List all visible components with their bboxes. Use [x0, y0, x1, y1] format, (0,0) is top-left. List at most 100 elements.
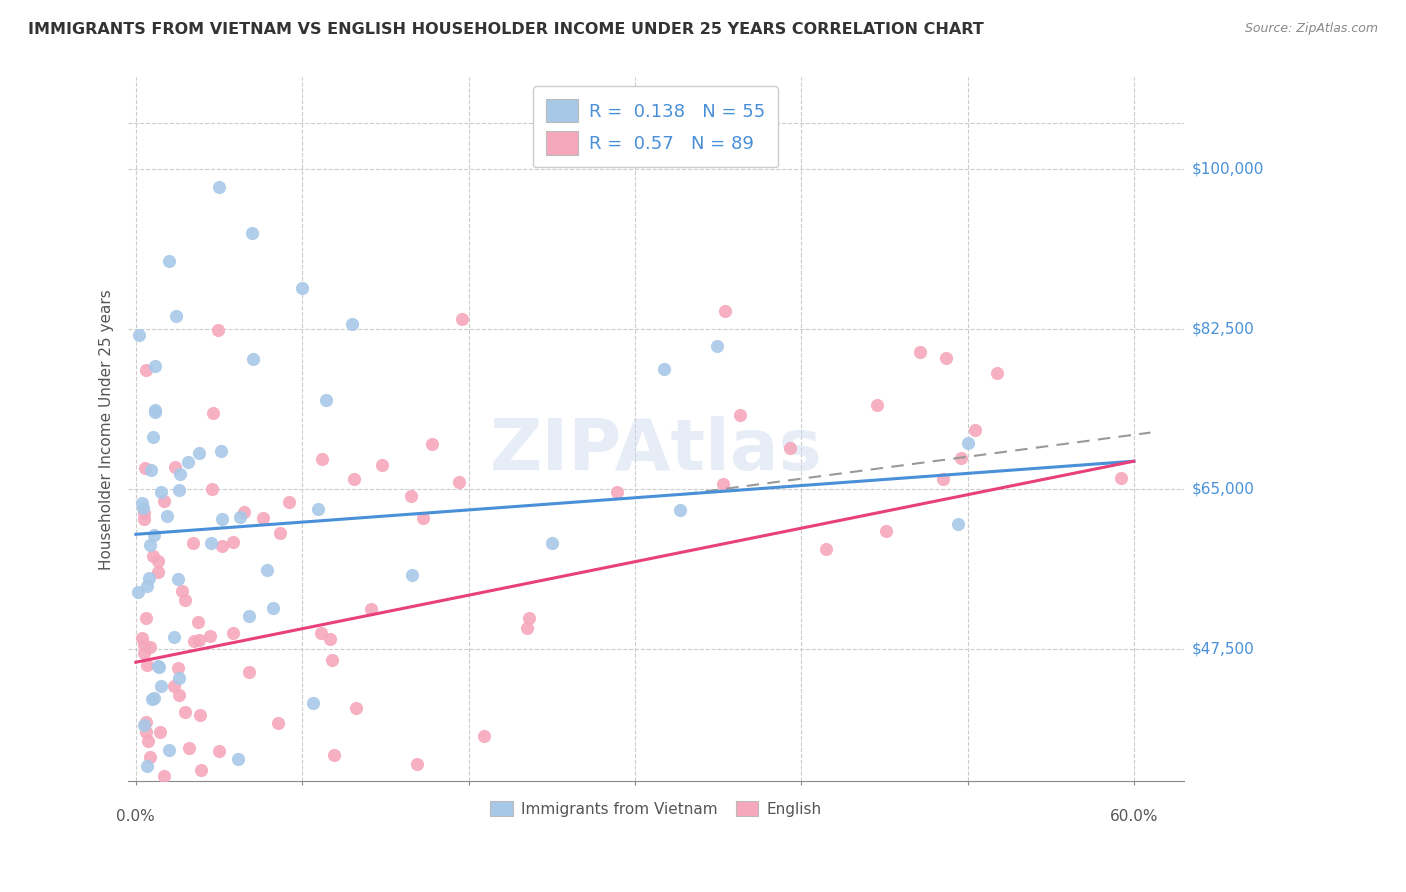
Point: [134, 638, 156, 652]
Point: [211, 512, 233, 526]
Point: [132, 507, 155, 521]
Point: [208, 744, 231, 758]
Point: [143, 404, 166, 418]
Point: [222, 626, 245, 640]
Point: [963, 423, 986, 437]
Point: [183, 634, 205, 648]
Text: $100,000: $100,000: [1192, 161, 1264, 177]
Point: [139, 750, 162, 764]
Text: ZIPAtlas: ZIPAtlas: [489, 416, 823, 485]
Point: [128, 328, 150, 343]
Point: [138, 571, 160, 585]
Point: [135, 611, 157, 625]
Point: [139, 463, 162, 477]
Point: [135, 714, 157, 729]
Point: [652, 362, 675, 376]
Point: [269, 526, 291, 541]
Point: [240, 226, 263, 240]
Point: [177, 740, 200, 755]
Point: [517, 611, 540, 625]
Point: [188, 632, 211, 647]
Point: [238, 665, 260, 679]
Point: [136, 658, 159, 673]
Point: [163, 459, 186, 474]
Point: [447, 475, 470, 490]
Y-axis label: Householder Income Under 25 years: Householder Income Under 25 years: [100, 289, 114, 570]
Point: [474, 729, 496, 743]
Text: 0.0%: 0.0%: [117, 809, 155, 824]
Point: [935, 351, 957, 365]
Point: [814, 541, 837, 556]
Point: [711, 476, 734, 491]
Point: [177, 454, 200, 468]
Text: $82,500: $82,500: [1192, 321, 1254, 336]
Point: [136, 579, 159, 593]
Point: [167, 688, 190, 702]
Point: [187, 615, 209, 629]
Point: [135, 363, 157, 377]
Point: [323, 747, 346, 762]
Point: [551, 839, 574, 854]
Point: [131, 500, 153, 515]
Point: [141, 691, 163, 706]
Legend: Immigrants from Vietnam, English: Immigrants from Vietnam, English: [484, 795, 827, 822]
Point: [516, 621, 538, 635]
Point: [165, 310, 187, 324]
Point: [343, 472, 366, 486]
Point: [139, 640, 162, 654]
Point: [134, 718, 156, 732]
Text: Source: ZipAtlas.com: Source: ZipAtlas.com: [1244, 22, 1378, 36]
Point: [344, 701, 367, 715]
Point: [142, 430, 165, 444]
Point: [208, 180, 231, 194]
Point: [340, 317, 363, 331]
Point: [153, 494, 176, 508]
Point: [150, 679, 173, 693]
Point: [986, 367, 1008, 381]
Point: [202, 406, 225, 420]
Point: [187, 446, 209, 460]
Point: [142, 549, 165, 564]
Point: [606, 484, 628, 499]
Point: [143, 690, 166, 705]
Point: [146, 566, 169, 580]
Point: [146, 659, 169, 673]
Point: [201, 483, 224, 497]
Point: [132, 647, 155, 661]
Point: [267, 715, 290, 730]
Point: [309, 626, 332, 640]
Point: [541, 536, 564, 550]
Point: [149, 725, 172, 739]
Point: [779, 442, 801, 456]
Point: [412, 510, 434, 524]
Point: [706, 339, 728, 353]
Point: [136, 759, 159, 773]
Point: [167, 661, 190, 675]
Point: [135, 725, 157, 739]
Point: [167, 573, 190, 587]
Point: [669, 503, 692, 517]
Point: [209, 443, 232, 458]
Point: [406, 757, 429, 772]
Point: [200, 629, 222, 643]
Point: [139, 538, 162, 552]
Point: [136, 734, 159, 748]
Point: [229, 510, 252, 524]
Point: [865, 398, 887, 412]
Point: [207, 323, 229, 337]
Point: [401, 568, 423, 582]
Point: [371, 458, 394, 472]
Point: [319, 632, 342, 646]
Point: [420, 437, 443, 451]
Point: [233, 505, 256, 519]
Point: [181, 536, 204, 550]
Point: [174, 593, 197, 607]
Point: [156, 841, 179, 855]
Point: [222, 535, 245, 549]
Text: $65,000: $65,000: [1192, 481, 1256, 496]
Point: [167, 671, 190, 685]
Point: [948, 517, 970, 532]
Point: [302, 697, 325, 711]
Point: [131, 496, 153, 510]
Point: [200, 536, 222, 550]
